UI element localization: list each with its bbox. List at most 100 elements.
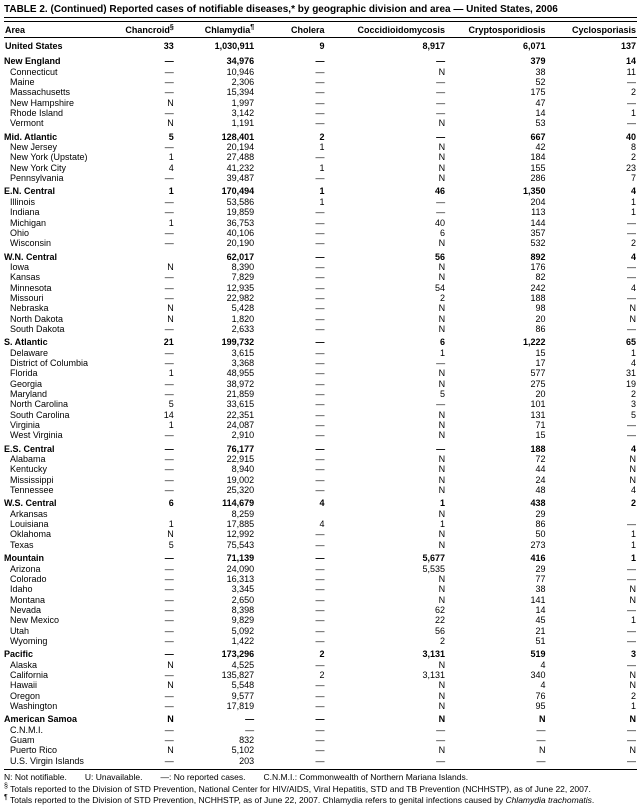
area-cell: Iowa: [4, 262, 104, 272]
value-cell: 54: [326, 283, 447, 293]
value-cell: 242: [446, 283, 546, 293]
area-cell: North Carolina: [4, 399, 104, 409]
area-cell: Mid. Atlantic: [4, 129, 104, 142]
value-cell: 38: [446, 584, 546, 594]
value-cell: —: [255, 725, 325, 735]
sub-row: Delaware—3,615—1151: [4, 348, 637, 358]
value-cell: 33: [104, 38, 174, 54]
value-cell: —: [104, 454, 174, 464]
value-cell: —: [104, 207, 174, 217]
value-cell: —: [255, 314, 325, 324]
value-cell: N: [104, 98, 174, 108]
value-cell: N: [326, 475, 447, 485]
total-row: United States331,030,91198,9176,071137: [4, 38, 637, 54]
value-cell: —: [255, 67, 325, 77]
area-cell: South Dakota: [4, 324, 104, 334]
value-cell: 2: [326, 293, 447, 303]
value-cell: N: [547, 595, 637, 605]
value-cell: 1: [104, 183, 174, 196]
section-row: W.S. Central6114,679414382: [4, 495, 637, 508]
value-cell: N: [104, 262, 174, 272]
value-cell: —: [104, 670, 174, 680]
sub-row: Florida148,955—N57731: [4, 368, 637, 378]
area-cell: Pennsylvania: [4, 173, 104, 183]
area-cell: Washington: [4, 701, 104, 711]
value-cell: 5,535: [326, 564, 447, 574]
sub-row: New HampshireN1,997——47—: [4, 98, 637, 108]
value-cell: 22,982: [175, 293, 255, 303]
value-cell: —: [104, 348, 174, 358]
value-cell: —: [547, 735, 637, 745]
value-cell: 3,131: [326, 670, 447, 680]
value-cell: —: [104, 485, 174, 495]
value-cell: —: [104, 550, 174, 563]
sub-row: Pennsylvania—39,487—N2867: [4, 173, 637, 183]
value-cell: 1,222: [446, 334, 546, 347]
value-cell: 38,972: [175, 379, 255, 389]
value-cell: —: [255, 485, 325, 495]
value-cell: 1,820: [175, 314, 255, 324]
value-cell: 15: [446, 430, 546, 440]
value-cell: 62: [326, 605, 447, 615]
value-cell: 44: [446, 464, 546, 474]
value-cell: —: [326, 207, 447, 217]
value-cell: 21: [104, 334, 174, 347]
value-cell: 4: [547, 249, 637, 262]
value-cell: N: [547, 670, 637, 680]
value-cell: 20,190: [175, 238, 255, 248]
value-cell: —: [255, 98, 325, 108]
value-cell: 3,368: [175, 358, 255, 368]
value-cell: —: [255, 262, 325, 272]
value-cell: N: [326, 691, 447, 701]
value-cell: 1: [255, 142, 325, 152]
footnote: § Totals reported to the Division of STD…: [4, 783, 637, 794]
value-cell: N: [326, 173, 447, 183]
value-cell: 1: [547, 540, 637, 550]
sub-row: District of Columbia—3,368——174: [4, 358, 637, 368]
section-row: S. Atlantic21199,732—61,22265: [4, 334, 637, 347]
value-cell: 40: [547, 129, 637, 142]
value-cell: —: [255, 464, 325, 474]
value-cell: 24: [446, 475, 546, 485]
value-cell: 8,940: [175, 464, 255, 474]
sub-row: C.N.M.I.——————: [4, 725, 637, 735]
value-cell: —: [104, 272, 174, 282]
legend-item: —: No reported cases.: [160, 772, 245, 783]
value-cell: —: [326, 756, 447, 766]
section-row: Mountain—71,139—5,6774161: [4, 550, 637, 563]
area-cell: Florida: [4, 368, 104, 378]
value-cell: 36,753: [175, 218, 255, 228]
value-cell: 5: [104, 129, 174, 142]
sub-row: Missouri—22,982—2188—: [4, 293, 637, 303]
value-cell: 14: [446, 605, 546, 615]
value-cell: 1: [547, 550, 637, 563]
value-cell: —: [104, 238, 174, 248]
value-cell: —: [255, 324, 325, 334]
area-cell: Utah: [4, 626, 104, 636]
value-cell: —: [104, 584, 174, 594]
value-cell: 101: [446, 399, 546, 409]
value-cell: —: [326, 399, 447, 409]
value-cell: —: [104, 725, 174, 735]
sub-row: Montana—2,650—N141N: [4, 595, 637, 605]
value-cell: 1: [326, 519, 447, 529]
value-cell: 5,677: [326, 550, 447, 563]
value-cell: —: [255, 550, 325, 563]
sub-row: Puerto RicoN5,102—NNN: [4, 745, 637, 755]
value-cell: 1: [255, 183, 325, 196]
value-cell: —: [255, 410, 325, 420]
sub-row: Mississippi—19,002—N24N: [4, 475, 637, 485]
value-cell: 4,525: [175, 660, 255, 670]
value-cell: N: [326, 410, 447, 420]
area-cell: North Dakota: [4, 314, 104, 324]
section-row: New England—34,976——37914: [4, 53, 637, 66]
value-cell: 204: [446, 197, 546, 207]
value-cell: 1: [104, 152, 174, 162]
col-header: Area: [4, 22, 104, 38]
area-cell: E.S. Central: [4, 441, 104, 454]
value-cell: —: [446, 725, 546, 735]
value-cell: 71: [446, 420, 546, 430]
value-cell: N: [104, 303, 174, 313]
value-cell: 5: [104, 540, 174, 550]
value-cell: 42: [446, 142, 546, 152]
